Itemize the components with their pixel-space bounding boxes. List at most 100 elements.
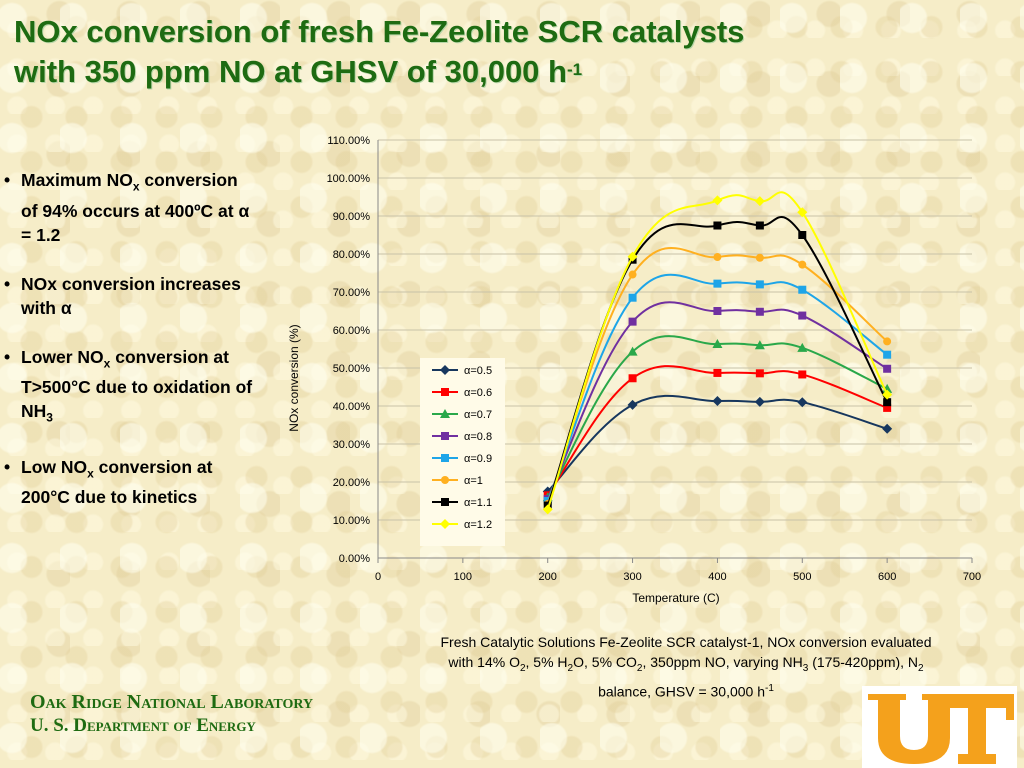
data-point	[798, 260, 807, 269]
x-tick-label: 200	[539, 571, 557, 583]
bullet-item-increases: • NOx conversion increases with α	[4, 272, 254, 320]
bullet-marker: •	[4, 456, 11, 477]
chart-tick-labels: 0.00% 10.00% 20.00% 30.00% 40.00% 50.00% 60.00…	[327, 135, 982, 583]
org-line-2: U. S. Department of Energy	[30, 715, 256, 736]
legend-swatch-marker	[441, 476, 449, 484]
legend-label: α=0.7	[464, 409, 492, 421]
legend-label: α=0.9	[464, 453, 492, 465]
legend-swatch-marker	[441, 498, 449, 506]
bullet-marker: •	[4, 273, 11, 294]
series-line	[546, 335, 888, 498]
bullet-text-part: Lower NO	[21, 346, 104, 367]
data-point	[713, 279, 722, 288]
series-line	[546, 191, 889, 510]
caption-line-3: balance, GHSV = 30,000 h-1	[410, 679, 962, 702]
legend-swatch-marker	[440, 365, 450, 375]
chart-caption: Fresh Catalytic Solutions Fe-Zeolite SCR…	[410, 632, 962, 701]
series-3	[542, 335, 893, 502]
data-point	[883, 350, 892, 359]
bullet-text: NOx conversion increases with α	[21, 273, 241, 318]
y-tick-label: 10.00%	[333, 515, 371, 527]
data-point	[627, 399, 638, 410]
bullet-marker: •	[4, 170, 11, 190]
y-tick-label: 110.00%	[327, 135, 370, 147]
legend-label: α=0.6	[464, 387, 492, 399]
data-point	[883, 403, 892, 412]
data-point	[712, 396, 723, 407]
bullet-text: Low NOx conversion at 200°C due to kinet…	[21, 455, 254, 510]
data-point	[627, 346, 638, 356]
bullet-item-low-conversion: • Low NOx conversion at 200°C due to kin…	[4, 455, 254, 510]
bullet-text-part: conversion at T>500°C due to oxidation o…	[21, 346, 253, 422]
title-line-2: with 350 ppm NO at GHSV of 30,000 h-1	[14, 52, 1014, 92]
y-tick-label: 90.00%	[333, 211, 371, 223]
org-line-1: Oak Ridge National Laboratory	[30, 691, 314, 713]
bullet-text-part: conversion at 200°C due to kinetics	[21, 456, 213, 508]
x-tick-label: 600	[878, 571, 896, 583]
data-point	[755, 280, 764, 289]
legend-swatch-marker	[441, 454, 449, 462]
bullet-list: • Maximum NOx conversion of 94% occurs a…	[4, 168, 254, 534]
legend-swatch-marker	[440, 409, 450, 418]
bullet-subscript: x	[132, 179, 140, 194]
y-tick-label: 30.00%	[333, 439, 371, 451]
nox-conversion-chart: 0.00% 10.00% 20.00% 30.00% 40.00% 50.00% 60.00…	[287, 135, 982, 605]
y-tick-label: 50.00%	[333, 363, 371, 375]
y-tick-label: 60.00%	[333, 325, 371, 337]
series-line	[546, 301, 888, 500]
legend-swatch-marker	[441, 432, 449, 440]
bullet-text: Maximum NOx conversion of 94% occurs at …	[21, 168, 254, 247]
legend-label: α=1.2	[464, 519, 492, 531]
data-point	[798, 285, 807, 294]
data-point	[797, 342, 808, 352]
data-point	[713, 368, 722, 377]
data-point	[628, 270, 637, 279]
y-axis-label: NOx conversion (%)	[287, 324, 301, 431]
data-point	[883, 337, 892, 346]
caption-subscript: 2	[519, 662, 526, 674]
title-line-2-text: with 350 ppm NO at GHSV of 30,000 h	[14, 54, 567, 89]
legend-label: α=1.1	[464, 497, 492, 509]
caption-line-2: with 14% O2, 5% H2O, 5% CO2, 350ppm NO, …	[410, 652, 962, 679]
y-tick-label: 70.00%	[333, 287, 371, 299]
legend-label: α=0.8	[464, 431, 492, 443]
caption-subscript: 2	[918, 662, 924, 674]
caption-part: , 5% H	[525, 654, 568, 670]
organization-footer: Oak Ridge National Laboratory U. S. Depa…	[30, 690, 313, 738]
bullet-marker: •	[4, 346, 11, 367]
data-point	[713, 221, 722, 230]
ut-logo-icon	[862, 686, 1017, 768]
series-line	[546, 365, 888, 496]
data-point	[755, 307, 764, 316]
data-point	[713, 307, 722, 315]
data-point	[628, 317, 637, 326]
legend-label: α=0.5	[464, 365, 492, 377]
x-tick-label: 500	[793, 571, 811, 583]
data-point	[712, 339, 723, 349]
x-tick-label: 700	[963, 571, 981, 583]
caption-part: balance, GHSV = 30,000 h	[598, 683, 766, 700]
data-point	[713, 253, 722, 262]
y-tick-label: 80.00%	[333, 249, 371, 261]
bullet-text-part: conversion of 94% occurs at 400ºC at α =…	[21, 170, 250, 245]
caption-subscript: 2	[567, 662, 574, 674]
caption-part: (175-420ppm), N	[808, 654, 919, 670]
series-1	[542, 394, 893, 497]
bullet-item-max-conversion: • Maximum NOx conversion of 94% occurs a…	[4, 168, 254, 247]
chart-legend: α=0.5 α=0.6 α=0.7 α=0.8 α=0.9 α=1 α=1.1 α=1.2	[420, 358, 505, 546]
series-8	[542, 191, 893, 515]
bullet-subscript: x	[103, 356, 111, 370]
data-point	[798, 311, 807, 320]
caption-line-1: Fresh Catalytic Solutions Fe-Zeolite SCR…	[440, 634, 932, 650]
title-superscript: -1	[566, 60, 583, 79]
caption-subscript: 3	[802, 662, 809, 674]
legend-swatch-marker	[441, 388, 449, 396]
slide-title: NOx conversion of fresh Fe-Zeolite SCR c…	[14, 12, 1014, 92]
legend-swatch-marker	[440, 519, 450, 529]
y-tick-label: 40.00%	[333, 401, 371, 413]
data-point	[755, 221, 764, 230]
data-point	[754, 340, 765, 350]
data-point	[712, 195, 723, 206]
bullet-subscript: x	[87, 466, 94, 480]
data-point	[798, 231, 807, 239]
